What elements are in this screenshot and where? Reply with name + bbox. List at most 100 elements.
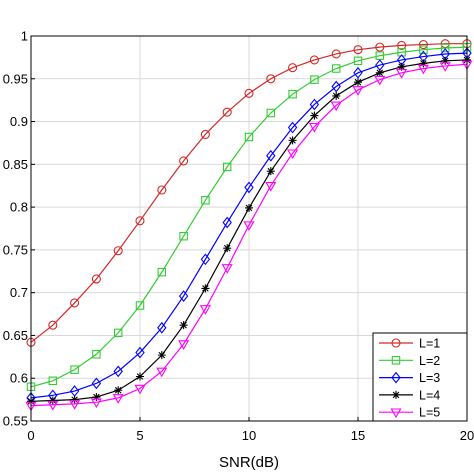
data-point [113, 246, 123, 256]
y-tick-label: 0.8 [10, 200, 28, 215]
data-point [353, 45, 363, 55]
data-point [135, 216, 145, 226]
data-point [439, 62, 451, 72]
data-point [201, 284, 210, 293]
data-point [440, 43, 450, 53]
data-point [178, 290, 189, 302]
legend-item: L=4 [379, 388, 440, 402]
data-point [136, 372, 144, 381]
axis-ticks: 0 5 10 15 20 0.55 0.6 0.65 0.7 0.75 0.8 0.85 0.9 0.95… [3, 29, 474, 444]
data-point [397, 62, 406, 71]
data-point [200, 129, 210, 139]
data-point [222, 162, 232, 172]
data-point [266, 167, 275, 176]
data-point [201, 196, 210, 205]
data-point [308, 122, 320, 133]
data-point [266, 149, 276, 162]
data-point [354, 78, 362, 87]
x-tick-label: 20 [460, 428, 474, 443]
data-point [396, 69, 408, 79]
data-point [287, 121, 298, 134]
legend-item: L=5 [379, 406, 440, 420]
data-point [135, 346, 145, 359]
data-point [178, 340, 190, 350]
legend: L=1 L=2 L=3 L=4 L=5 [372, 332, 468, 422]
data-point [70, 365, 79, 374]
data-point [157, 267, 167, 277]
data-point [309, 98, 320, 111]
data-point [156, 367, 168, 378]
data-point [243, 221, 255, 231]
data-point [331, 49, 341, 59]
data-point [266, 74, 276, 84]
data-point [200, 253, 211, 266]
series-line [30, 52, 468, 399]
data-point [91, 377, 102, 390]
data-point [48, 376, 58, 386]
data-point [199, 305, 211, 315]
x-axis-label: SNR(dB) [219, 454, 279, 471]
data-point [331, 64, 341, 73]
data-point [244, 88, 254, 98]
legend-marker [391, 356, 401, 365]
data-point [332, 91, 341, 100]
y-tick-label: 0.95 [3, 71, 28, 86]
data-point [48, 320, 58, 330]
data-point [221, 264, 233, 274]
data-point [157, 351, 166, 360]
legend-marker [391, 338, 401, 348]
data-point [419, 45, 428, 54]
data-point [90, 398, 102, 409]
data-point [92, 393, 101, 402]
x-tick-label: 0 [27, 428, 34, 443]
data-point [353, 66, 363, 79]
data-point [113, 365, 123, 378]
data-point [374, 75, 386, 86]
data-point [179, 156, 189, 166]
y-tick-label: 0.65 [3, 328, 28, 343]
data-point [309, 55, 319, 65]
x-tick-label: 15 [351, 428, 365, 443]
data-point [114, 386, 123, 395]
series-5 [25, 60, 473, 412]
data-point [135, 301, 145, 310]
legend-label: L=5 [419, 406, 440, 420]
legend-label: L=1 [419, 337, 440, 351]
y-tick-label: 0.55 [3, 414, 28, 429]
data-point [91, 274, 101, 284]
data-point [179, 231, 188, 241]
legend-label: L=3 [419, 371, 440, 385]
data-point [266, 108, 276, 118]
y-tick-label: 0.75 [3, 242, 28, 257]
data-point [179, 321, 188, 330]
legend-marker [390, 408, 402, 419]
legend-marker [391, 371, 401, 384]
legend-item: L=1 [379, 337, 440, 351]
y-tick-label: 0.9 [10, 114, 28, 129]
data-point [244, 132, 254, 142]
data-point [223, 244, 232, 253]
data-point [375, 42, 385, 52]
series-1 [26, 39, 472, 347]
x-tick-label: 10 [242, 428, 256, 443]
y-tick-label: 0.7 [10, 285, 28, 300]
data-point [92, 350, 101, 359]
data-point [70, 298, 80, 308]
data-point [397, 48, 406, 57]
legend-marker [392, 390, 400, 399]
data-point [288, 89, 297, 99]
x-tick-label: 5 [136, 428, 143, 443]
data-point [417, 64, 429, 75]
series-line [30, 63, 468, 407]
data-point [310, 75, 319, 84]
data-point [134, 384, 146, 395]
legend-label: L=4 [419, 388, 440, 402]
data-point [157, 185, 167, 195]
data-point [287, 149, 299, 160]
data-point [441, 56, 450, 65]
data-point [245, 203, 253, 212]
data-point [353, 56, 363, 66]
y-tick-label: 0.6 [10, 371, 28, 386]
legend-item: L=2 [379, 354, 440, 368]
